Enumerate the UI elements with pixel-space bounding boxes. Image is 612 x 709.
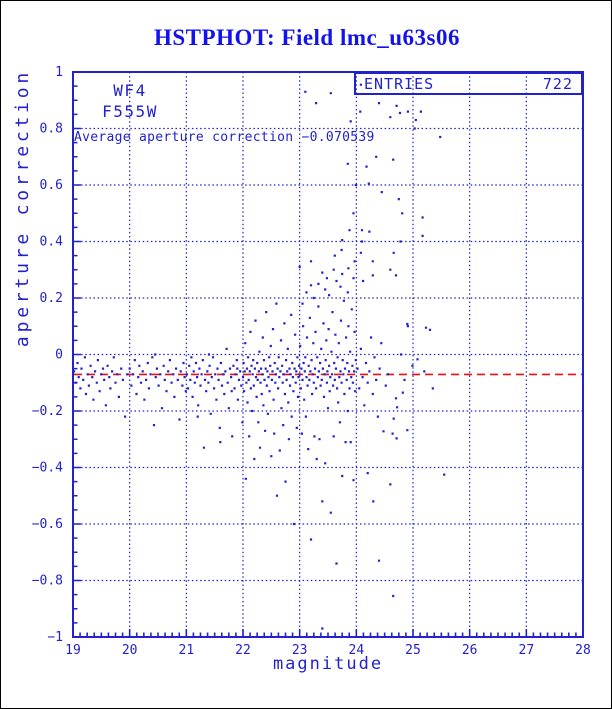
- camera-chip-label: WF4: [113, 81, 147, 100]
- y-tick-label: 0.6: [40, 178, 63, 193]
- x-tick-label: 20: [122, 643, 138, 658]
- x-tick-label: 22: [235, 643, 251, 658]
- entries-label: ENTRIES: [364, 74, 435, 93]
- x-tick-label: 28: [575, 643, 591, 658]
- x-tick-label: 19: [65, 643, 81, 658]
- y-tick-label: −0.2: [32, 404, 63, 419]
- y-tick-label: 1: [55, 65, 63, 80]
- axis-ticks: [72, 71, 584, 638]
- x-tick-label: 27: [519, 643, 535, 658]
- x-tick-label: 24: [349, 643, 365, 658]
- scatter-points: [73, 83, 446, 630]
- y-tick-label: 0: [55, 348, 63, 363]
- y-tick-label: −0.4: [32, 461, 63, 476]
- y-tick-label: 0.2: [40, 291, 63, 306]
- y-tick-label: −0.6: [32, 517, 63, 532]
- entries-box: ENTRIES 722: [354, 72, 583, 95]
- x-axis-label: magnitude: [272, 654, 384, 674]
- x-tick-label: 26: [462, 643, 478, 658]
- y-tick-label: 0.4: [40, 235, 64, 250]
- x-tick-label: 25: [405, 643, 421, 658]
- y-tick-label: −0.8: [32, 574, 63, 589]
- page-title: HSTPHOT: Field lmc_u63s06: [154, 25, 460, 50]
- y-tick-label: 0.8: [40, 122, 63, 137]
- x-tick-label: 21: [179, 643, 195, 658]
- chip-filter-block: WF4 F555W: [80, 80, 180, 122]
- y-tick-label: −1: [47, 630, 63, 645]
- entries-value: 722: [542, 74, 573, 93]
- x-tick-label: 23: [292, 643, 308, 658]
- grid-lines: [73, 72, 583, 637]
- filter-label: F555W: [102, 102, 158, 121]
